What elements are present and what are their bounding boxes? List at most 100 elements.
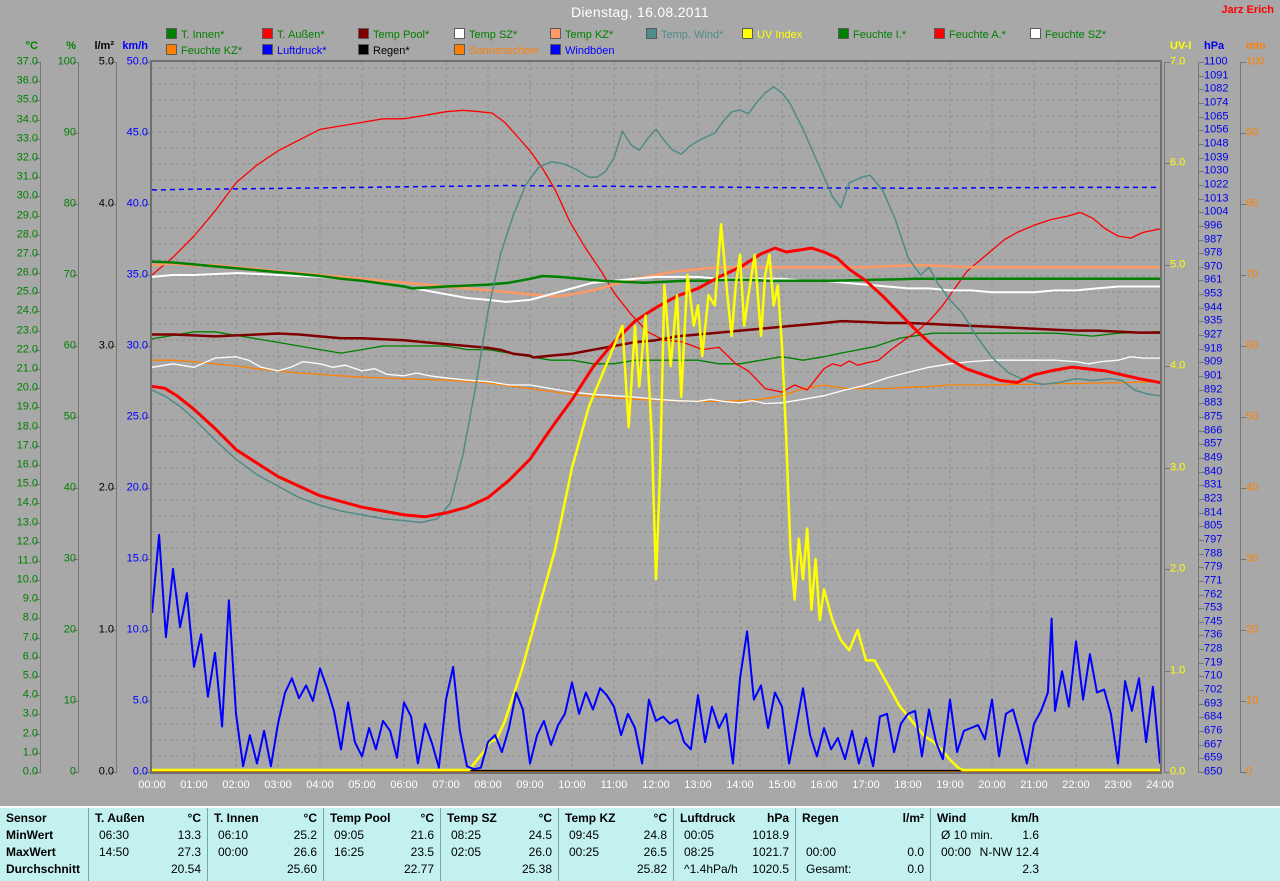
axis-tick-label: 788 bbox=[1204, 547, 1223, 560]
axis-tick bbox=[1241, 346, 1246, 347]
table-header-row: Luftdruck hPa bbox=[680, 811, 789, 828]
legend-item-label: Feuchte SZ* bbox=[1045, 29, 1107, 41]
axis-tick-label: 100 bbox=[57, 55, 76, 68]
table-header-row: Temp KZ °C bbox=[565, 811, 667, 828]
axis-tick bbox=[35, 350, 40, 351]
max-row-time: 16:25 bbox=[334, 845, 365, 859]
axis-tick bbox=[1199, 62, 1204, 63]
table-sensor-column: Regen l/m² 00:00 0.0 Gesamt: 0.0 bbox=[795, 808, 930, 881]
table-max-row: 14:50 27.3 bbox=[95, 845, 201, 862]
axis-tick bbox=[35, 100, 40, 101]
table-sensor-column: Temp Pool °C 09:05 21.6 16:25 23.5 22.77 bbox=[323, 808, 440, 881]
table-max-row: 16:25 23.5 bbox=[330, 845, 434, 862]
table-avg-row: 25.82 bbox=[565, 862, 667, 879]
axis-tick bbox=[1199, 772, 1204, 773]
author-watermark: Jarz Erich bbox=[1221, 4, 1274, 16]
avg-row-time: Gesamt: bbox=[806, 862, 852, 876]
axis-tick-label: 1039 bbox=[1204, 151, 1229, 164]
axis-tick-label: 5.0 bbox=[1170, 258, 1186, 271]
table-sensor-column: Temp SZ °C 08:25 24.5 02:05 26.0 25.38 bbox=[440, 808, 558, 881]
avg-row-time bbox=[447, 862, 451, 879]
axis-tick-label: 970 bbox=[1204, 260, 1223, 273]
axis-tick bbox=[1199, 608, 1204, 609]
table-filler bbox=[1045, 808, 1280, 881]
axis-tick-label: 21.0 bbox=[16, 362, 38, 375]
axis-tick-label: 7.0 bbox=[1170, 55, 1186, 68]
x-axis-hour-label: 04:00 bbox=[306, 779, 334, 791]
avg-row-value: 1020.5 bbox=[752, 862, 789, 876]
axis-tick bbox=[35, 446, 40, 447]
axis-tick-label: 35.0 bbox=[16, 93, 38, 106]
table-header-row: T. Außen °C bbox=[95, 811, 201, 828]
legend-item: Sonnenschein bbox=[454, 44, 550, 59]
axis-tick-label: 60 bbox=[63, 339, 76, 352]
axis-tick bbox=[35, 311, 40, 312]
avg-row-value: 25.60 bbox=[286, 862, 317, 876]
axis-tick-label: 24.0 bbox=[16, 304, 38, 317]
axis-tick bbox=[1241, 204, 1246, 205]
axis-tick-label: 4.0 bbox=[98, 197, 114, 210]
legend-swatch-icon bbox=[838, 28, 849, 39]
axis-tick-label: 978 bbox=[1204, 246, 1223, 259]
axis-tick bbox=[1241, 630, 1246, 631]
axis-tick bbox=[1199, 622, 1204, 623]
axis-tick bbox=[1199, 663, 1204, 664]
legend-item: Temp SZ* bbox=[454, 28, 550, 43]
axis-tick bbox=[35, 580, 40, 581]
axis-tick bbox=[35, 753, 40, 754]
axis-tick bbox=[1199, 554, 1204, 555]
axis-tick-label: 814 bbox=[1204, 506, 1223, 519]
axis-tick-label: 892 bbox=[1204, 383, 1223, 396]
axis-tick-label: 2.0 bbox=[1170, 562, 1186, 575]
axis-tick bbox=[35, 561, 40, 562]
avg-row-time bbox=[214, 862, 218, 879]
legend-item: Regen* bbox=[358, 44, 454, 59]
axis-tick-label: 0 bbox=[69, 765, 76, 778]
axis-tick bbox=[145, 559, 150, 560]
axis-tick bbox=[1199, 403, 1204, 404]
legend-item-label: Temp SZ* bbox=[469, 29, 518, 41]
legend-item-label: Windböen bbox=[565, 45, 615, 57]
avg-row-time bbox=[95, 862, 99, 879]
avg-row-time: ^1.4hPa/h bbox=[684, 862, 738, 876]
grid-lines bbox=[152, 62, 1160, 772]
max-row-time: 00:00 bbox=[806, 845, 837, 859]
axis-tick bbox=[73, 559, 78, 560]
sensor-unit: °C bbox=[187, 811, 201, 825]
table-header-row: T. Innen °C bbox=[214, 811, 317, 828]
axis-tick-label: 1048 bbox=[1204, 137, 1229, 150]
axis-tick bbox=[1199, 226, 1204, 227]
axis-tick bbox=[35, 657, 40, 658]
axis-tick bbox=[35, 369, 40, 370]
axis-tick-label: 745 bbox=[1204, 615, 1223, 628]
axis-tick-label: 3.0 bbox=[22, 707, 38, 720]
axis-tick-label: 961 bbox=[1204, 273, 1223, 286]
x-axis-labels: 00:00 01:00 02:00 03:00 04:00 05:00 06:00 07:00… bbox=[0, 779, 1280, 795]
axis-tick bbox=[145, 417, 150, 418]
axis-tick bbox=[1199, 212, 1204, 213]
min-row-value: 1.6 bbox=[1022, 828, 1039, 842]
axis-tick-label: 684 bbox=[1204, 710, 1223, 723]
axis-tick bbox=[1199, 199, 1204, 200]
axis-tick bbox=[1199, 362, 1204, 363]
sensor-unit: °C bbox=[303, 811, 317, 825]
sensor-name: Temp SZ bbox=[447, 811, 497, 825]
legend-item-label: Temp. Wind* bbox=[661, 29, 724, 41]
x-axis-hour-label: 20:00 bbox=[978, 779, 1006, 791]
axis-tick-label: 12.0 bbox=[16, 535, 38, 548]
axis-tick bbox=[1199, 731, 1204, 732]
table-row-label: MaxWert bbox=[6, 845, 56, 859]
series-uv-index bbox=[152, 223, 1160, 772]
legend-item: Feuchte SZ* bbox=[1030, 28, 1126, 43]
axis-tick-label: 36.0 bbox=[16, 74, 38, 87]
legend-swatch-icon bbox=[166, 28, 177, 39]
x-axis-hour-label: 22:00 bbox=[1062, 779, 1090, 791]
axis-tick-label: 728 bbox=[1204, 642, 1223, 655]
axis-tick-label: 5.0 bbox=[132, 694, 148, 707]
series-temp-wind bbox=[151, 86, 1161, 524]
axis-tick bbox=[1199, 540, 1204, 541]
axis-tick bbox=[73, 346, 78, 347]
axis-tick-label: 22.0 bbox=[16, 343, 38, 356]
sensor-unit: °C bbox=[420, 811, 434, 825]
axis-tick-label: 1056 bbox=[1204, 123, 1229, 136]
